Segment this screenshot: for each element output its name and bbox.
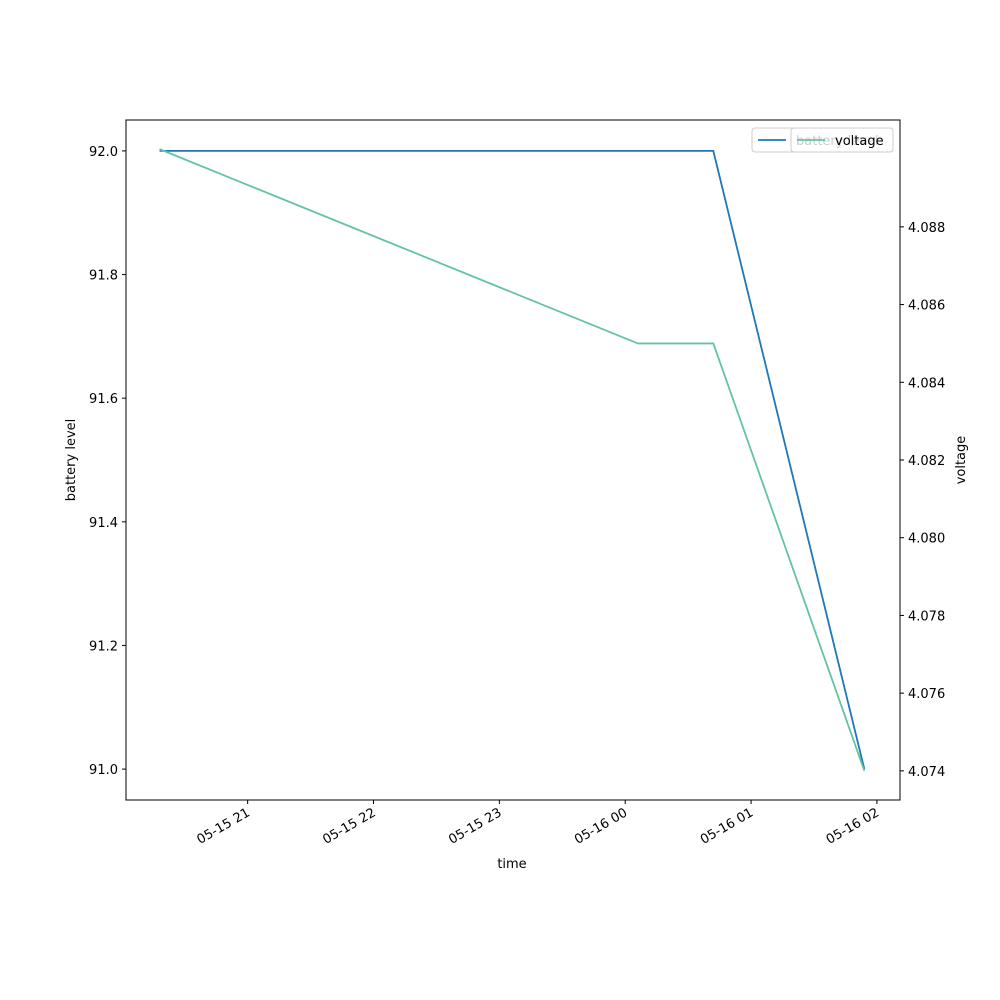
y-tick-label: 91.4	[89, 516, 118, 531]
y-tick-label: 91.2	[89, 639, 118, 654]
y2-tick-label: 4.074	[908, 765, 945, 780]
x-axis-label: time	[497, 857, 526, 872]
y-tick-label: 91.0	[89, 763, 118, 778]
y2-tick-label: 4.086	[908, 299, 945, 314]
y2-tick-label: 4.088	[908, 221, 945, 236]
y2-tick-label: 4.080	[908, 532, 945, 547]
y2-tick-label: 4.082	[908, 454, 945, 469]
x-tick-label: 05-15 23	[446, 805, 504, 847]
x-tick-label: 05-15 21	[195, 805, 253, 847]
data-line	[159, 150, 866, 770]
y-tick-label: 92.0	[89, 145, 118, 160]
legend: voltage	[790, 127, 894, 153]
x-tick-label: 05-15 22	[320, 805, 378, 847]
data-line	[159, 148, 866, 772]
x-tick-label: 05-16 01	[698, 805, 756, 847]
y2-axis-label: voltage	[954, 436, 969, 485]
x-tick-label: 05-16 00	[572, 805, 630, 847]
y2-tick-label: 4.076	[908, 687, 945, 702]
y-tick-label: 91.8	[89, 269, 118, 284]
legend-label: voltage	[835, 134, 884, 149]
legend-box	[790, 127, 894, 153]
plot-frame	[125, 119, 901, 801]
x-tick-label: 05-16 02	[824, 805, 882, 847]
y-axis-label: battery level	[64, 419, 79, 502]
y-tick-label: 91.6	[89, 392, 118, 407]
y2-tick-label: 4.078	[908, 609, 945, 624]
y2-tick-label: 4.084	[908, 376, 945, 391]
